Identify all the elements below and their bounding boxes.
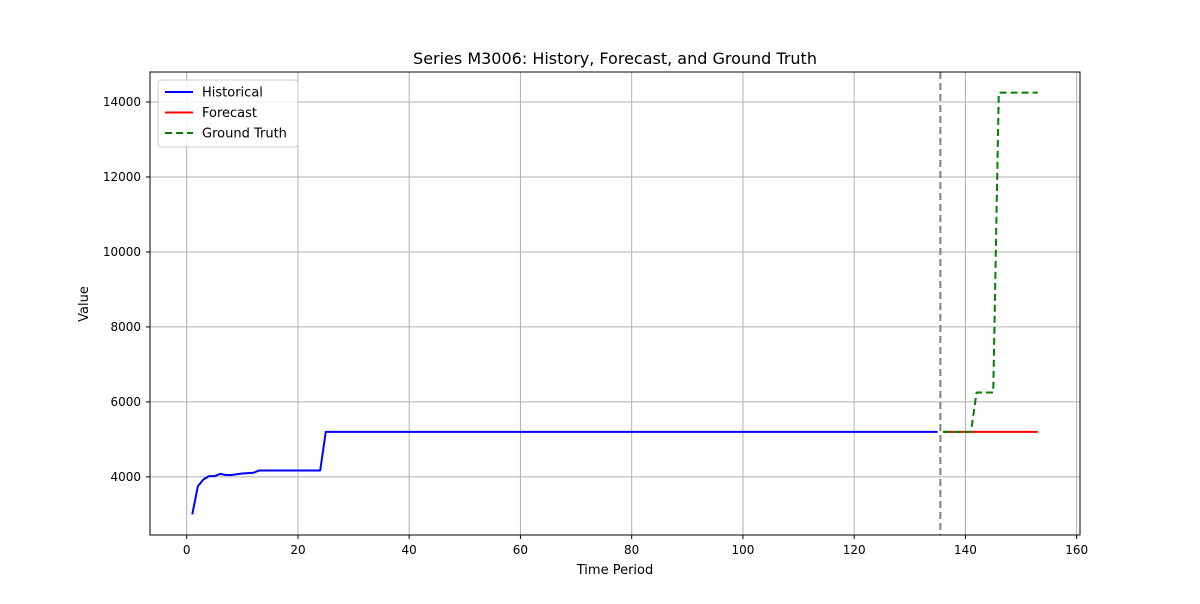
legend-label-forecast: Forecast bbox=[202, 106, 257, 121]
y-tick-label: 14000 bbox=[103, 95, 141, 109]
x-tick-label: 140 bbox=[954, 543, 977, 557]
y-tick-label: 6000 bbox=[110, 395, 141, 409]
legend-box bbox=[157, 79, 299, 148]
x-tick-label: 80 bbox=[624, 543, 639, 557]
x-axis-label: Time Period bbox=[576, 563, 653, 578]
series-line-ground-truth bbox=[943, 91, 1038, 433]
y-tick-label: 10000 bbox=[103, 245, 141, 259]
x-tick-label: 160 bbox=[1065, 543, 1088, 557]
legend: Historical Forecast Ground Truth bbox=[157, 79, 299, 148]
legend-label-historical: Historical bbox=[202, 86, 263, 101]
chart-title: Series M3006: History, Forecast, and Gro… bbox=[413, 49, 817, 68]
x-tick-label: 0 bbox=[183, 543, 191, 557]
x-tick-label: 40 bbox=[402, 543, 417, 557]
grid-layer bbox=[150, 72, 1080, 535]
x-tick-label: 20 bbox=[290, 543, 305, 557]
y-tick-label: 12000 bbox=[103, 170, 141, 184]
legend-label-ground-truth: Ground Truth bbox=[202, 127, 287, 142]
y-tick-label: 4000 bbox=[110, 470, 141, 484]
y-axis-label: Value bbox=[77, 286, 92, 322]
x-tick-label: 60 bbox=[513, 543, 528, 557]
series-layer bbox=[191, 91, 1038, 515]
x-tick-label: 120 bbox=[843, 543, 866, 557]
plot-frame bbox=[149, 71, 1081, 536]
series-line-historical bbox=[191, 430, 938, 515]
x-tick-label: 100 bbox=[731, 543, 754, 557]
y-tick-label: 8000 bbox=[110, 320, 141, 334]
tick-layer: 0 20 40 60 80 100 120 140 160 4000 6000 8000 10000 12… bbox=[103, 95, 1088, 557]
